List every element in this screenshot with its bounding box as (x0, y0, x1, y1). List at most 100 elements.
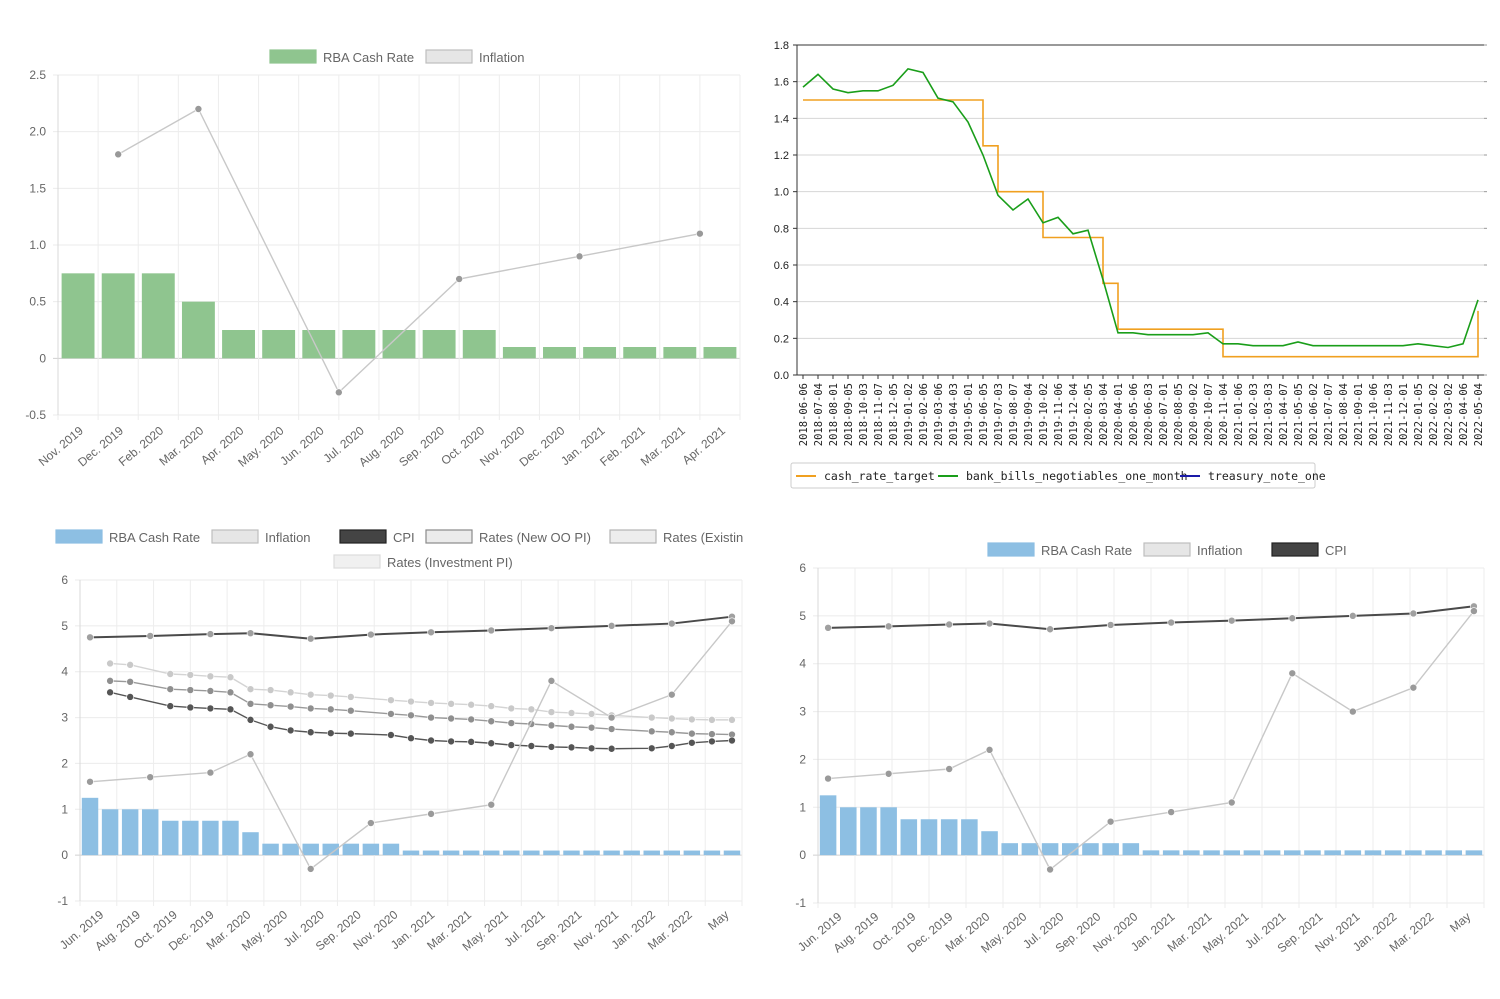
bl-point-rates-new-oo-pi (728, 736, 736, 745)
bl-point-rates-investment-pi (708, 716, 716, 724)
tl-y-tick-label: -0.5 (25, 408, 46, 422)
tr-x-tick-label: 2020-09-02 (1188, 383, 1200, 446)
br-y-tick-label: 4 (799, 657, 806, 671)
br-bar-cash-rate (1364, 850, 1382, 856)
tr-x-tick-label: 2020-07-01 (1158, 383, 1170, 446)
tr-x-tick-label: 2021-08-04 (1338, 383, 1350, 446)
bl-point-rates-investment-pi (527, 705, 536, 714)
bl-point-rates-existin (166, 685, 175, 693)
bl-point-rates-new-oo-pi (286, 726, 295, 735)
bl-point-cpi (427, 628, 435, 637)
bl-point-rates-existin (186, 686, 195, 694)
br-point-inflation (1227, 798, 1236, 807)
tr-x-tick-label: 2021-06-02 (1308, 383, 1320, 446)
tl-bar-cash-rate (502, 347, 536, 359)
bl-point-rates-investment-pi (306, 690, 315, 699)
br-bar-cash-rate (1203, 850, 1220, 856)
br-point-inflation (945, 765, 953, 773)
br-point-inflation (1349, 707, 1357, 716)
tr-x-tick-label: 2019-01-02 (903, 383, 915, 446)
bl-legend-swatch (339, 529, 387, 544)
bl-line-rates-new-oo-pi (109, 691, 733, 750)
bl-point-rates-investment-pi (266, 686, 275, 694)
tl-point-inflation (575, 252, 584, 261)
tr-x-tick-label: 2018-08-01 (828, 383, 840, 446)
tr-x-tick-label: 2018-11-07 (873, 383, 885, 446)
bl-bar-cash-rate (483, 850, 500, 856)
tl-point-inflation (194, 105, 203, 113)
tl-y-tick-label: 0.5 (29, 295, 46, 309)
bl-point-rates-existin (326, 705, 335, 714)
br-bar-cash-rate (1425, 850, 1442, 856)
bl-bar-cash-rate (182, 820, 199, 856)
bl-point-rates-investment-pi (667, 714, 676, 723)
br-bar-cash-rate (819, 795, 837, 856)
tr-x-tick-label: 2020-03-04 (1098, 383, 1110, 446)
bl-bar-cash-rate (503, 850, 520, 856)
tr-y-tick-label: 1.6 (774, 77, 789, 89)
bl-point-cpi (146, 632, 155, 640)
bl-bar-cash-rate (342, 843, 360, 856)
tl-x-tick-label: Apr. 2021 (680, 423, 729, 467)
br-bar-cash-rate (1082, 843, 1099, 856)
bl-legend-swatch (609, 529, 657, 544)
tr-x-tick-label: 2022-04-06 (1458, 383, 1470, 446)
tr-y-tick-label: 1.2 (774, 150, 789, 162)
bl-bar-cash-rate (222, 820, 239, 856)
br-bar-cash-rate (1243, 850, 1261, 856)
br-point-inflation (1167, 808, 1175, 816)
bl-y-tick-label: 1 (61, 802, 68, 816)
br-y-tick-label: 6 (799, 561, 806, 575)
bl-point-rates-new-oo-pi (166, 702, 175, 710)
bl-point-rates-investment-pi (728, 716, 736, 724)
br-bar-cash-rate (900, 819, 918, 856)
bl-point-rates-investment-pi (206, 672, 215, 681)
bl-point-rates-investment-pi (467, 700, 475, 709)
tr-x-tick-label: 2019-09-04 (1023, 383, 1035, 446)
tr-y-tick-label: 1.0 (774, 187, 789, 199)
br-bar-cash-rate (1041, 843, 1059, 856)
bl-bar-cash-rate (382, 843, 400, 856)
br-bar-cash-rate (880, 807, 897, 856)
tr-legend-label: treasury_note_one (1208, 469, 1326, 483)
tr-x-tick-label: 2019-08-07 (1008, 383, 1020, 446)
br-y-tick-label: 1 (799, 800, 806, 814)
br-y-tick-label: 5 (799, 609, 806, 623)
bl-bar-cash-rate (603, 850, 620, 856)
tl-bar-cash-rate (462, 330, 496, 359)
tr-line-cash-rate-target (803, 99, 1479, 358)
tl-line-inflation (117, 108, 701, 394)
br-bar-cash-rate (860, 807, 877, 856)
bl-bar-cash-rate (362, 843, 380, 856)
tl-x-tick-label: Jun. 2020 (277, 423, 327, 468)
br-bar-cash-rate (1021, 843, 1039, 856)
bl-y-tick-label: 4 (61, 665, 68, 679)
bl-point-inflation (246, 750, 255, 759)
bl-bar-cash-rate (302, 843, 319, 856)
bl-point-rates-new-oo-pi (186, 703, 195, 712)
bl-point-inflation (306, 865, 315, 873)
br-point-inflation (1470, 607, 1478, 615)
bl-point-rates-existin (607, 725, 616, 733)
tl-bar-cash-rate (342, 330, 376, 359)
bl-point-rates-new-oo-pi (427, 736, 435, 745)
bl-point-rates-new-oo-pi (326, 729, 335, 737)
tl-x-tick-label: Mar. 2020 (156, 423, 206, 468)
tr-x-tick-label: 2020-02-05 (1083, 383, 1095, 446)
br-bar-cash-rate (1344, 850, 1362, 856)
bl-y-tick-label: 3 (61, 711, 68, 725)
br-legend-swatch (987, 542, 1035, 557)
bl-point-rates-investment-pi (226, 673, 235, 682)
bl-bar-cash-rate (563, 850, 580, 856)
bl-point-rates-existin (587, 723, 596, 732)
bl-point-rates-new-oo-pi (226, 705, 235, 714)
br-y-tick-label: 3 (799, 705, 806, 719)
tr-x-tick-label: 2021-02-03 (1248, 383, 1260, 446)
tl-point-inflation (696, 229, 704, 238)
tl-x-tick-label: Mar. 2021 (638, 423, 688, 468)
br-legend-label: CPI (1325, 543, 1347, 558)
tr-x-tick-label: 2020-11-04 (1218, 383, 1230, 446)
tl-legend-swatch (269, 49, 317, 64)
bl-point-rates-new-oo-pi (667, 742, 676, 750)
